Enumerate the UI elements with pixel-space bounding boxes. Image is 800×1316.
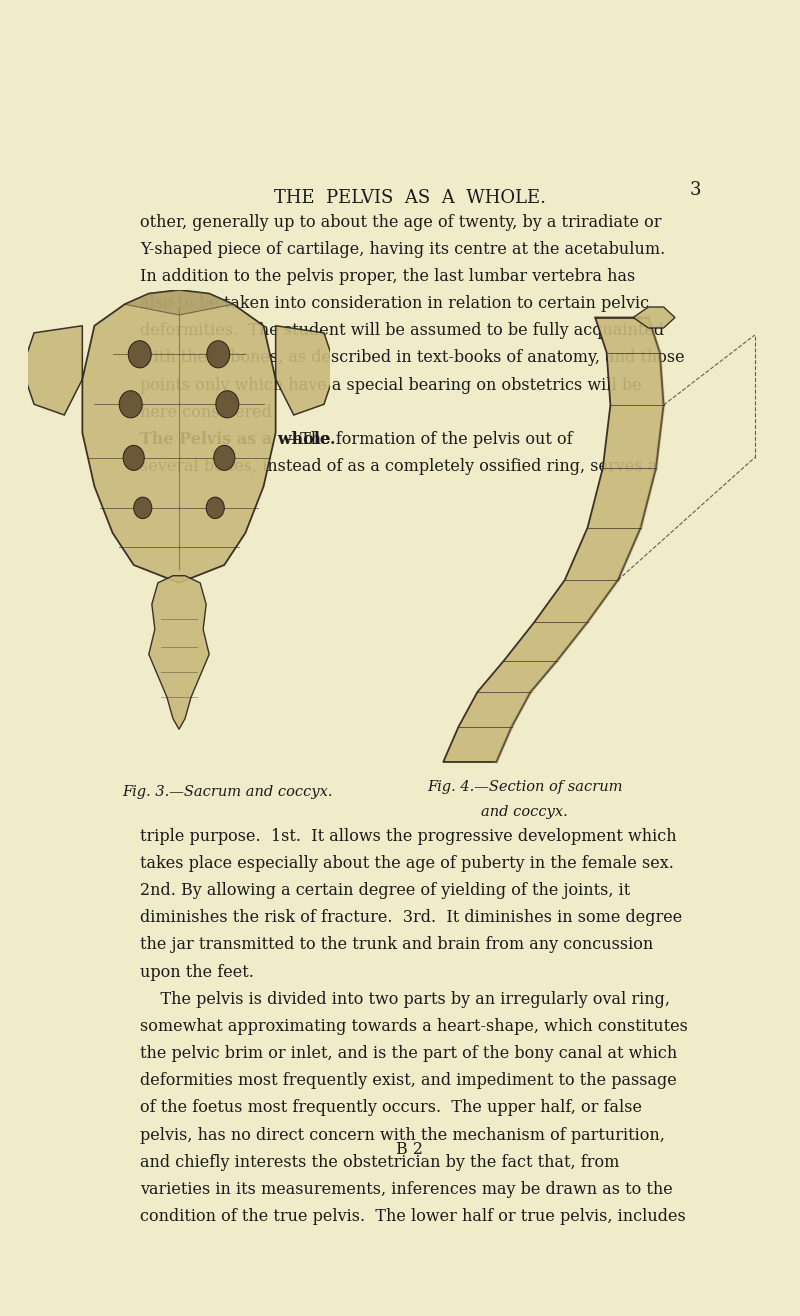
Text: triple purpose.  1st.  It allows the progressive development which: triple purpose. 1st. It allows the progr… [140, 828, 677, 845]
Polygon shape [149, 575, 210, 729]
Text: THE  PELVIS  AS  A  WHOLE.: THE PELVIS AS A WHOLE. [274, 190, 546, 208]
Text: B 2: B 2 [397, 1141, 423, 1158]
Text: —The formation of the pelvis out of: —The formation of the pelvis out of [284, 430, 573, 447]
Circle shape [216, 391, 238, 418]
Text: 3: 3 [690, 182, 702, 199]
Circle shape [206, 497, 224, 519]
Text: The Pelvis as a whole.: The Pelvis as a whole. [140, 430, 336, 447]
Text: several bones, instead of as a completely ossified ring, serves a: several bones, instead of as a completel… [140, 458, 658, 475]
Text: deformities most frequently exist, and impediment to the passage: deformities most frequently exist, and i… [140, 1073, 677, 1090]
Circle shape [123, 445, 144, 470]
Text: and coccyx.: and coccyx. [482, 805, 568, 819]
Text: here considered.: here considered. [140, 404, 278, 421]
Polygon shape [443, 317, 664, 762]
Circle shape [214, 445, 235, 470]
Text: of the foetus most frequently occurs.  The upper half, or false: of the foetus most frequently occurs. Th… [140, 1099, 642, 1116]
Polygon shape [22, 326, 82, 415]
Circle shape [128, 341, 151, 368]
Text: also to be taken into consideration in relation to certain pelvic: also to be taken into consideration in r… [140, 295, 650, 312]
Text: condition of the true pelvis.  The lower half or true pelvis, includes: condition of the true pelvis. The lower … [140, 1208, 686, 1225]
Circle shape [119, 391, 142, 418]
Text: Fig. 4.—Section of sacrum: Fig. 4.—Section of sacrum [427, 780, 622, 795]
Text: with these bones, as described in text-books of anatomy, and those: with these bones, as described in text-b… [140, 350, 685, 366]
Text: deformities.  The student will be assumed to be fully acquainted: deformities. The student will be assumed… [140, 322, 665, 340]
Polygon shape [125, 290, 234, 315]
Text: the pelvic brim or inlet, and is the part of the bony canal at which: the pelvic brim or inlet, and is the par… [140, 1045, 678, 1062]
Polygon shape [82, 290, 276, 583]
Polygon shape [634, 307, 675, 328]
Circle shape [134, 497, 152, 519]
Text: Y-shaped piece of cartilage, having its centre at the acetabulum.: Y-shaped piece of cartilage, having its … [140, 241, 666, 258]
Text: The pelvis is divided into two parts by an irregularly oval ring,: The pelvis is divided into two parts by … [140, 991, 670, 1008]
Text: other, generally up to about the age of twenty, by a triradiate or: other, generally up to about the age of … [140, 213, 662, 230]
Text: takes place especially about the age of puberty in the female sex.: takes place especially about the age of … [140, 855, 674, 873]
Text: points only which have a special bearing on obstetrics will be: points only which have a special bearing… [140, 376, 642, 393]
Polygon shape [276, 326, 336, 415]
Text: somewhat approximating towards a heart-shape, which constitutes: somewhat approximating towards a heart-s… [140, 1017, 688, 1034]
Text: pelvis, has no direct concern with the mechanism of parturition,: pelvis, has no direct concern with the m… [140, 1126, 665, 1144]
Text: the jar transmitted to the trunk and brain from any concussion: the jar transmitted to the trunk and bra… [140, 937, 654, 954]
Text: 2nd. By allowing a certain degree of yielding of the joints, it: 2nd. By allowing a certain degree of yie… [140, 882, 630, 899]
Text: and chiefly interests the obstetrician by the fact that, from: and chiefly interests the obstetrician b… [140, 1154, 620, 1171]
Text: diminishes the risk of fracture.  3rd.  It diminishes in some degree: diminishes the risk of fracture. 3rd. It… [140, 909, 682, 926]
Text: In addition to the pelvis proper, the last lumbar vertebra has: In addition to the pelvis proper, the la… [140, 268, 635, 286]
Text: upon the feet.: upon the feet. [140, 963, 254, 980]
Text: varieties in its measurements, inferences may be drawn as to the: varieties in its measurements, inference… [140, 1180, 673, 1198]
Circle shape [206, 341, 230, 368]
Text: Fig. 3.—Sacrum and coccyx.: Fig. 3.—Sacrum and coccyx. [122, 786, 332, 800]
